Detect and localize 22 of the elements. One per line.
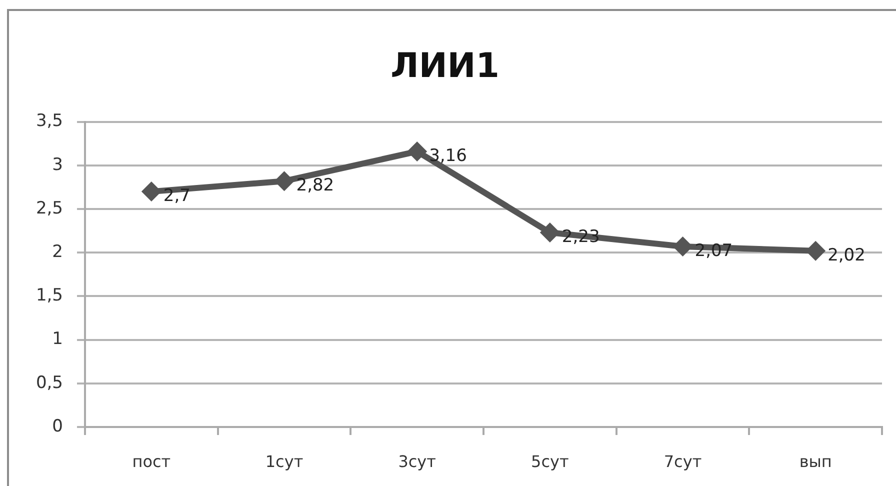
data-label: 2,02 — [828, 245, 866, 266]
point — [540, 222, 560, 243]
chart-title: ЛИИ1 — [390, 46, 500, 86]
y-tick-label: 2,5 — [36, 198, 63, 218]
x-tick-label: 1сут — [265, 452, 304, 471]
y-tick-label: 1,5 — [36, 286, 63, 306]
y-tick-label: 2 — [52, 242, 63, 262]
x-tick-label: 3сут — [398, 452, 436, 471]
data-label: 3,16 — [429, 146, 467, 166]
y-tick-label: 0,5 — [36, 372, 63, 393]
y-tick-label: 3 — [52, 154, 63, 175]
x-tick-label: 7сут — [664, 452, 702, 471]
x-tick-label: пост — [132, 452, 171, 471]
y-tick-label: 3,5 — [36, 111, 63, 132]
x-tick-label: вып — [799, 452, 832, 471]
x-tick-label: 5сут — [531, 452, 569, 471]
point — [407, 141, 428, 162]
y-tick-label: 1 — [52, 329, 63, 350]
data-label: 2,82 — [296, 176, 334, 196]
y-tick-label: 0 — [52, 416, 63, 436]
data-label: 2,7 — [163, 186, 190, 206]
point — [141, 182, 162, 202]
